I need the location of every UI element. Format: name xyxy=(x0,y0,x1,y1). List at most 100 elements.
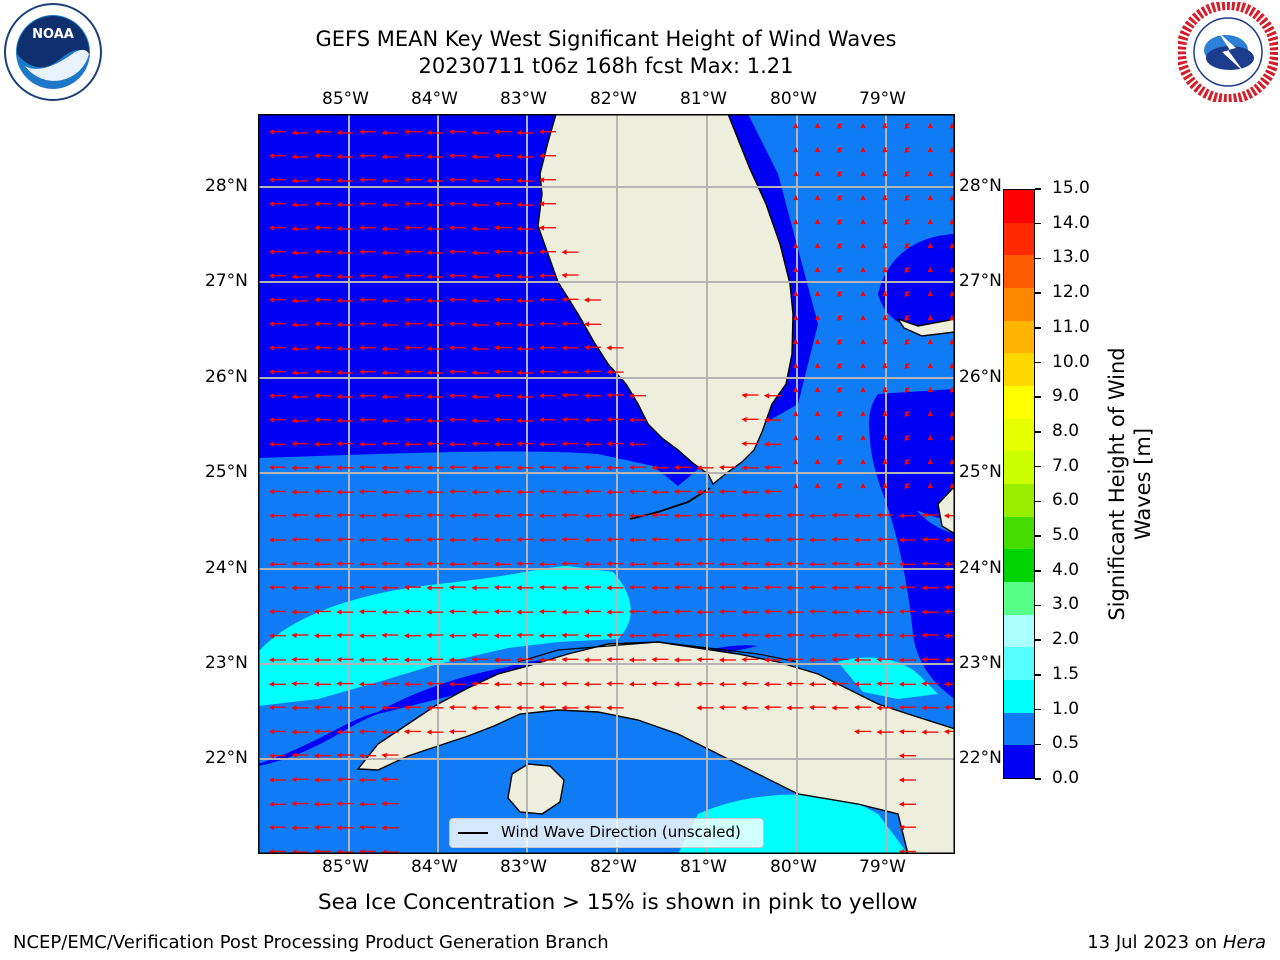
colorbar-tick-mark xyxy=(1035,257,1041,260)
wave-direction-arrowhead xyxy=(268,609,275,615)
wave-direction-arrowhead xyxy=(718,513,725,519)
wave-direction-arrowhead xyxy=(493,561,500,567)
wave-direction-arrowhead xyxy=(381,705,387,711)
wave-direction-arrowhead xyxy=(381,585,387,591)
colorbar-segment xyxy=(1004,614,1034,648)
wave-direction-arrowhead xyxy=(313,273,320,279)
wave-direction-arrowhead xyxy=(471,345,477,352)
wave-direction-arrowhead xyxy=(921,561,927,567)
wave-direction-arrowhead xyxy=(448,201,455,207)
colorbar-tick-label: 12.0 xyxy=(1052,282,1090,303)
wave-direction-arrowhead xyxy=(673,609,680,615)
wave-direction-arrowhead xyxy=(516,249,522,256)
wave-direction-arrowhead xyxy=(876,657,882,663)
wave-direction-arrowhead xyxy=(426,417,432,424)
wave-direction-arrowhead xyxy=(313,681,320,687)
wave-direction-arrowhead xyxy=(268,201,275,207)
wave-direction-arrowhead xyxy=(904,411,910,417)
wave-height-map: Wind Wave Direction (unscaled) xyxy=(258,114,955,854)
lon-label-bottom: 82°W xyxy=(590,857,637,877)
wave-direction-arrowhead xyxy=(381,321,387,328)
wave-direction-arrowhead xyxy=(426,177,432,184)
wave-direction-arrowhead xyxy=(793,170,799,177)
wave-direction-arrowhead xyxy=(882,242,888,249)
wave-direction-arrowhead xyxy=(538,393,545,399)
wave-direction-arrowhead xyxy=(628,561,635,567)
wave-direction-arrowhead xyxy=(673,464,680,471)
wave-direction-arrowhead xyxy=(898,584,905,591)
wave-direction-arrowhead xyxy=(831,537,837,543)
wave-direction-arrowhead xyxy=(538,681,545,687)
wave-direction-arrowhead xyxy=(628,489,635,495)
wave-direction-arrowhead xyxy=(628,633,635,639)
title-line-2: 20230711 t06z 168h fcst Max: 1.21 xyxy=(418,54,794,78)
wave-direction-arrowhead xyxy=(831,609,837,615)
wave-direction-arrowhead xyxy=(426,249,432,256)
wave-direction-arrowhead xyxy=(516,441,522,447)
wave-direction-arrowhead xyxy=(793,218,799,225)
wave-direction-arrowhead xyxy=(860,290,866,297)
wave-direction-arrowhead xyxy=(291,273,297,280)
lon-label-top: 82°W xyxy=(590,89,637,109)
wave-direction-arrowhead xyxy=(606,537,612,543)
wave-direction-arrowhead xyxy=(583,393,590,399)
wave-direction-arrowhead xyxy=(358,801,365,807)
wave-direction-arrowhead xyxy=(358,273,365,279)
wave-direction-arrowhead xyxy=(606,441,612,447)
wave-band-1-1.5-east xyxy=(838,657,938,699)
wave-direction-arrowhead xyxy=(583,633,590,639)
wave-direction-arrowhead xyxy=(471,225,477,232)
colorbar-segment xyxy=(1004,190,1034,223)
wave-direction-arrowhead xyxy=(448,729,455,735)
wave-direction-arrowhead xyxy=(583,681,590,687)
wave-direction-arrowhead xyxy=(381,345,387,352)
wave-direction-arrowhead xyxy=(793,386,799,393)
wave-direction-arrowhead xyxy=(381,201,387,208)
wave-direction-arrowhead xyxy=(741,465,747,471)
wave-direction-arrowhead xyxy=(291,321,297,328)
lon-label-bottom: 85°W xyxy=(322,857,369,877)
wave-direction-arrowhead xyxy=(291,153,297,160)
colorbar-tick-mark xyxy=(1035,222,1041,225)
wave-direction-arrowhead xyxy=(561,537,567,543)
wave-direction-arrowhead xyxy=(628,417,635,423)
wave-direction-arrowhead xyxy=(493,225,500,231)
wave-direction-arrowhead xyxy=(448,584,455,591)
wave-direction-arrowhead xyxy=(268,704,275,711)
wave-direction-arrowhead xyxy=(793,122,799,129)
wave-direction-arrowhead xyxy=(628,657,635,663)
wave-direction-arrowhead xyxy=(493,153,500,159)
colorbar-tick-mark xyxy=(1035,604,1041,607)
wave-direction-arrowhead xyxy=(381,609,387,615)
wave-direction-arrowhead xyxy=(313,584,320,591)
lon-label-top: 81°W xyxy=(680,89,727,109)
wave-direction-arrowhead xyxy=(336,825,342,831)
wave-direction-arrowhead xyxy=(336,417,342,424)
colorbar-tick-mark xyxy=(1035,188,1041,190)
wave-direction-arrowhead xyxy=(403,584,410,591)
wave-direction-arrowhead xyxy=(538,201,545,207)
wave-direction-arrowhead xyxy=(313,801,320,807)
wave-direction-arrowhead xyxy=(493,633,500,639)
wave-direction-arrowhead xyxy=(831,681,837,687)
wave-direction-arrowhead xyxy=(876,729,882,735)
wave-direction-arrowhead xyxy=(291,609,297,615)
wave-direction-arrowhead xyxy=(381,801,387,807)
wave-direction-arrowhead xyxy=(793,434,799,441)
wave-direction-arrowhead xyxy=(763,513,770,519)
wave-direction-arrowhead xyxy=(793,362,799,369)
wave-direction-arrowhead xyxy=(291,705,297,711)
wave-direction-arrowhead xyxy=(651,537,657,543)
wave-direction-arrowhead xyxy=(291,801,297,807)
colorbar-tick-mark xyxy=(1035,674,1041,676)
wave-direction-arrowhead xyxy=(426,632,432,639)
wave-direction-arrowhead xyxy=(741,609,747,615)
wave-direction-arrowhead xyxy=(403,345,410,351)
wave-direction-arrowhead xyxy=(904,267,910,273)
wave-direction-arrowhead xyxy=(358,777,365,783)
wave-direction-arrowhead xyxy=(313,704,320,711)
wave-direction-arrowhead xyxy=(403,657,410,663)
wave-direction-arrowhead xyxy=(815,458,821,465)
wave-direction-arrowhead xyxy=(471,201,477,208)
wave-direction-arrowhead xyxy=(471,561,477,567)
